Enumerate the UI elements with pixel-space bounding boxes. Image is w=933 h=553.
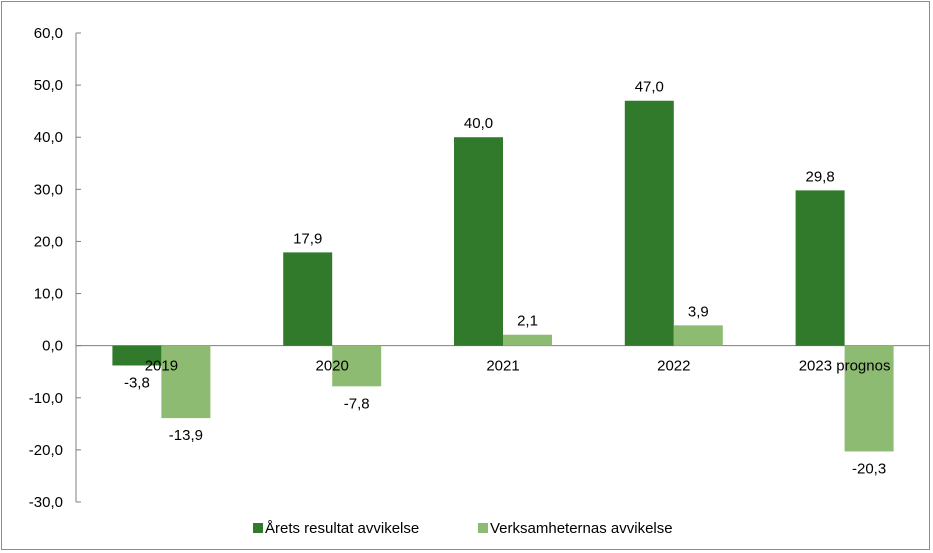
bar: [332, 345, 382, 387]
x-tick-label: 2021: [486, 358, 519, 375]
bars: [112, 100, 894, 452]
data-label: 2,1: [517, 313, 538, 330]
y-tick-label: 10,0: [34, 286, 63, 303]
x-tick-label: 2022: [657, 358, 690, 375]
bar: [503, 334, 552, 346]
y-tick-label: 60,0: [34, 25, 63, 42]
data-label: -3,8: [124, 374, 150, 391]
y-tick-label: -30,0: [29, 494, 63, 511]
data-label: -20,3: [852, 460, 886, 477]
y-tick-label: 30,0: [34, 181, 63, 198]
bar: [283, 252, 333, 346]
bar: [673, 325, 723, 346]
bar: [624, 100, 674, 346]
data-label: -7,8: [344, 395, 370, 412]
bar: [795, 190, 845, 346]
x-tick-label: 2023 prognos: [799, 358, 891, 375]
data-label: 17,9: [293, 230, 322, 247]
legend-swatch: [478, 523, 488, 533]
data-label: 40,0: [464, 115, 493, 132]
labels: -3,8 -13,9 17,9 -7,8 40,0 2,1 47,0 3,9 29,8 -20,3…: [124, 79, 891, 478]
y-tick-label: 0,0: [42, 338, 63, 355]
y-tick-label: 50,0: [34, 77, 63, 94]
bar: [161, 345, 211, 419]
legend: Årets resultat avvikelse Verksamheternas …: [253, 520, 673, 537]
data-label: -13,9: [169, 427, 203, 444]
bar: [454, 137, 503, 346]
x-tick-label: 2019: [145, 358, 178, 375]
data-label: 29,8: [805, 168, 834, 185]
bar: [844, 345, 894, 452]
legend-label: Verksamheternas avvikelse: [490, 520, 673, 537]
legend-swatch: [253, 523, 263, 533]
x-tick-label: 2020: [316, 358, 349, 375]
bar: [112, 345, 162, 366]
legend-label: Årets resultat avvikelse: [265, 520, 419, 537]
data-label: 47,0: [635, 79, 664, 96]
data-label: 3,9: [688, 303, 709, 320]
y-tick-label: 40,0: [34, 129, 63, 146]
y-tick-label: -10,0: [29, 390, 63, 407]
y-tick-label: -20,0: [29, 442, 63, 459]
y-tick-label: 20,0: [34, 233, 63, 250]
